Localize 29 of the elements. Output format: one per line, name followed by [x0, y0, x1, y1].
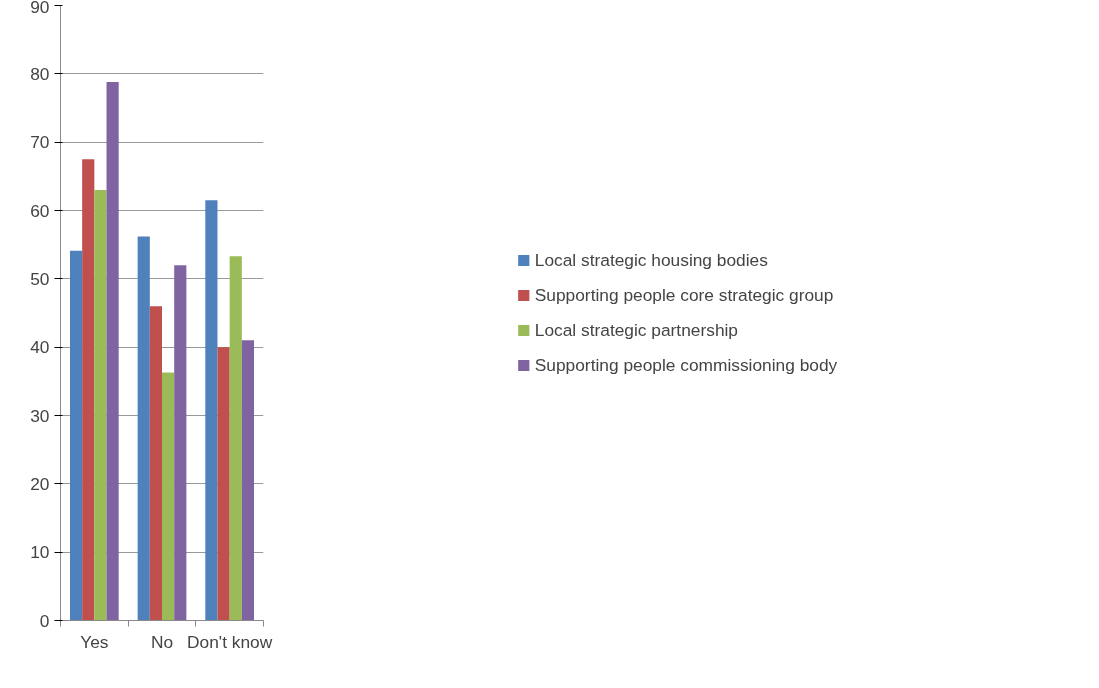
y-tick-label: 30: [30, 405, 50, 426]
y-tick-label: 80: [30, 63, 50, 84]
y-tick-label: 40: [30, 337, 50, 358]
bar: [205, 200, 218, 621]
bar: [241, 340, 255, 621]
y-tick-label: 0: [39, 610, 50, 631]
y-tick-label: 70: [30, 132, 50, 153]
bar: [174, 265, 187, 621]
y-tick-label: 60: [30, 200, 50, 221]
bar: [137, 236, 150, 621]
bar: [217, 347, 230, 621]
bar: [229, 256, 242, 621]
x-tick-label: Yes: [80, 631, 109, 652]
legend-label: Supporting people core strategic group: [534, 284, 834, 306]
bar: [106, 82, 119, 621]
legend-label: Local strategic housing bodies: [534, 249, 768, 271]
bar: [149, 306, 162, 621]
x-tick-label: No: [150, 631, 174, 652]
y-tick-label: 20: [30, 473, 50, 494]
y-tick-label: 50: [30, 268, 50, 289]
y-tick-label: 10: [30, 542, 50, 563]
x-tick-label: Don't know: [187, 631, 273, 652]
bar: [162, 372, 175, 621]
legend-label: Local strategic partnership: [534, 319, 738, 341]
legend-label: Supporting people commissioning body: [534, 354, 838, 376]
bar: [69, 250, 83, 621]
bar: [94, 190, 107, 621]
y-tick-label: 90: [30, 0, 50, 17]
bar: [82, 159, 95, 621]
